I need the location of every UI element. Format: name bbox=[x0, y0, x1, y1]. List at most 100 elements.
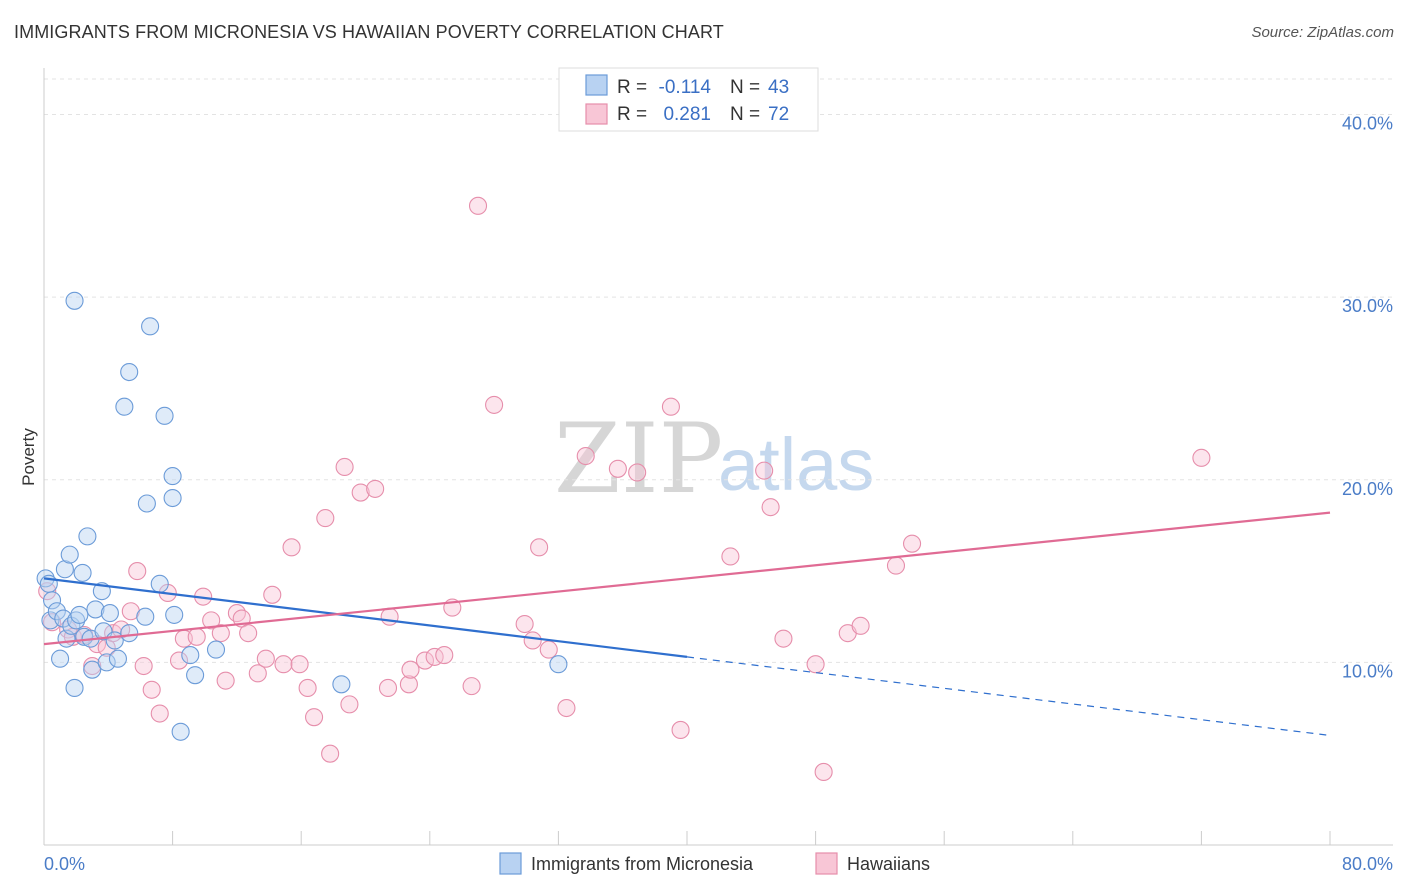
watermark: ZIP atlas bbox=[554, 403, 874, 515]
micronesia-point-13 bbox=[70, 605, 89, 624]
micronesia-point-27 bbox=[141, 317, 160, 336]
hawaiian-point-13 bbox=[142, 680, 161, 699]
micronesia-point-40 bbox=[186, 666, 205, 685]
micronesia-trend-line bbox=[43, 577, 688, 658]
hawaiian-point-62 bbox=[755, 461, 774, 480]
hawaiian-point-14 bbox=[150, 704, 169, 723]
hawaiian-point-42 bbox=[399, 675, 418, 694]
y-tick-label-20: 20.0% bbox=[1342, 479, 1393, 499]
watermark-atlas: atlas bbox=[718, 423, 874, 506]
x-tick-labels: 0.0% 80.0% bbox=[44, 854, 1393, 874]
micronesia-point-35 bbox=[136, 607, 155, 626]
micronesia-point-31 bbox=[163, 467, 182, 486]
hawaiian-point-56 bbox=[576, 446, 595, 466]
micronesia-point-42 bbox=[332, 675, 351, 694]
hawaiian-point-71 bbox=[1192, 448, 1211, 467]
micronesia-point-5 bbox=[51, 649, 70, 668]
hawaiian-point-70 bbox=[902, 534, 922, 553]
hawaiian-point-29 bbox=[274, 655, 293, 674]
hawaiian-point-52 bbox=[523, 631, 542, 650]
legend-n-value-hawaiian: 72 bbox=[768, 104, 789, 125]
top-legend: R = -0.114 N = 43 R = 0.281 N = 72 bbox=[558, 67, 819, 132]
micronesia-point-12 bbox=[67, 611, 86, 630]
hawaiian-point-61 bbox=[721, 547, 740, 566]
hawaiian-point-38 bbox=[351, 483, 370, 502]
y-axis-label: Poverty bbox=[19, 428, 38, 486]
legend-r-label-micronesia: R = bbox=[617, 77, 647, 98]
micronesia-point-26 bbox=[65, 291, 84, 310]
micronesia-points bbox=[36, 291, 568, 741]
hawaiian-point-63 bbox=[761, 498, 780, 517]
y-tick-label-40: 40.0% bbox=[1342, 114, 1393, 134]
hawaiian-point-41 bbox=[378, 678, 398, 697]
micronesia-point-34 bbox=[150, 574, 169, 593]
micronesia-point-25 bbox=[108, 649, 127, 668]
axes bbox=[43, 68, 1393, 846]
hawaiian-point-49 bbox=[468, 196, 488, 215]
hawaiian-point-35 bbox=[321, 744, 340, 763]
bottom-legend: Immigrants from Micronesia Hawaiians bbox=[499, 852, 930, 875]
hawaiian-point-32 bbox=[298, 678, 317, 697]
legend-swatch-hawaiian bbox=[585, 103, 608, 125]
hawaiian-point-59 bbox=[661, 397, 680, 416]
legend-n-label-micronesia: N = bbox=[730, 77, 760, 98]
x-tick-label-max: 80.0% bbox=[1342, 854, 1393, 874]
hawaiian-point-30 bbox=[282, 538, 301, 557]
hawaiian-point-36 bbox=[335, 457, 354, 477]
bottom-legend-swatch-hawaiian bbox=[815, 852, 838, 875]
chart-title: IMMIGRANTS FROM MICRONESIA VS HAWAIIAN P… bbox=[14, 22, 724, 42]
hawaiian-point-58 bbox=[628, 463, 647, 482]
hawaiian-point-50 bbox=[485, 395, 504, 414]
hawaiian-point-37 bbox=[340, 695, 359, 714]
micronesia-point-30 bbox=[155, 406, 174, 425]
micronesia-point-38 bbox=[181, 646, 200, 665]
hawaiian-point-48 bbox=[462, 677, 481, 696]
micronesia-point-41 bbox=[171, 722, 190, 741]
micronesia-point-29 bbox=[115, 397, 134, 416]
legend-swatch-micronesia bbox=[585, 74, 608, 96]
hawaiian-point-34 bbox=[316, 509, 335, 528]
micronesia-point-18 bbox=[83, 660, 102, 679]
bottom-legend-label-micronesia: Immigrants from Micronesia bbox=[531, 854, 754, 874]
hawaiian-point-27 bbox=[256, 649, 275, 668]
micronesia-point-37 bbox=[120, 624, 139, 643]
hawaiian-trend-line bbox=[43, 511, 1331, 646]
hawaiian-point-44 bbox=[415, 651, 435, 670]
bottom-legend-label-hawaiian: Hawaiians bbox=[847, 854, 930, 874]
hawaiian-point-40 bbox=[380, 607, 399, 626]
watermark-zip: ZIP bbox=[554, 403, 723, 515]
micronesia-point-2 bbox=[42, 591, 62, 610]
legend-n-value-micronesia: 43 bbox=[768, 77, 789, 98]
micronesia-point-43 bbox=[549, 655, 568, 674]
hawaiian-point-64 bbox=[774, 629, 793, 648]
micronesia-trend-extrapolation bbox=[686, 656, 1331, 737]
hawaiian-point-31 bbox=[290, 655, 309, 674]
hawaiian-points bbox=[38, 196, 1211, 782]
hawaiian-point-60 bbox=[671, 720, 690, 740]
hawaiian-point-53 bbox=[530, 538, 549, 557]
micronesia-point-33 bbox=[137, 494, 156, 513]
bottom-legend-swatch-micronesia bbox=[499, 852, 522, 875]
hawaiian-point-25 bbox=[239, 624, 258, 643]
hawaiian-point-22 bbox=[216, 671, 235, 690]
hawaiian-point-51 bbox=[515, 614, 534, 634]
hawaiian-point-39 bbox=[366, 479, 385, 498]
hawaiian-point-54 bbox=[539, 640, 558, 659]
micronesia-point-11 bbox=[65, 678, 84, 697]
y-tick-label-10: 10.0% bbox=[1342, 661, 1393, 681]
hawaiian-point-57 bbox=[608, 459, 627, 478]
micronesia-point-16 bbox=[78, 527, 97, 546]
hawaiian-point-23 bbox=[227, 604, 246, 623]
y-tick-label-30: 30.0% bbox=[1342, 296, 1393, 316]
micronesia-point-19 bbox=[86, 600, 105, 619]
legend-n-label-hawaiian: N = bbox=[730, 104, 760, 125]
x-tick-label-min: 0.0% bbox=[44, 854, 85, 874]
micronesia-point-28 bbox=[120, 362, 139, 382]
hawaiian-point-46 bbox=[435, 646, 454, 665]
hawaiian-point-18 bbox=[187, 627, 206, 646]
micronesia-point-39 bbox=[206, 640, 226, 659]
hawaiian-point-43 bbox=[401, 660, 420, 679]
hawaiian-point-33 bbox=[305, 708, 324, 727]
micronesia-point-32 bbox=[163, 488, 182, 508]
hawaiian-point-16 bbox=[169, 651, 189, 670]
